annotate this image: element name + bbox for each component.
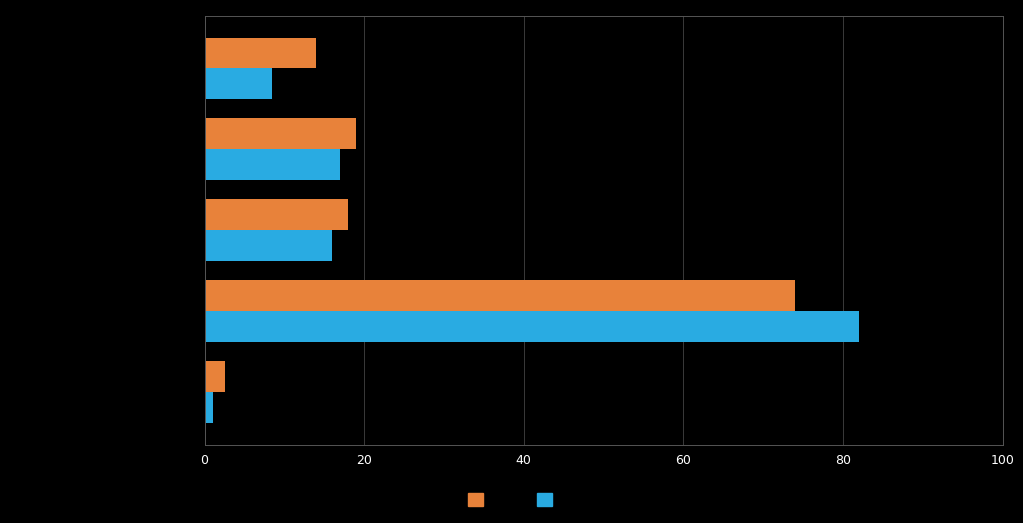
Legend: , : , <box>462 488 561 511</box>
Bar <box>205 199 348 230</box>
Bar <box>205 149 341 180</box>
Bar <box>205 392 213 423</box>
Bar <box>205 361 225 392</box>
Bar <box>205 230 332 261</box>
Bar <box>205 38 316 69</box>
Bar <box>205 280 795 311</box>
Bar <box>205 69 272 99</box>
Bar <box>205 311 859 342</box>
Bar <box>205 118 356 149</box>
